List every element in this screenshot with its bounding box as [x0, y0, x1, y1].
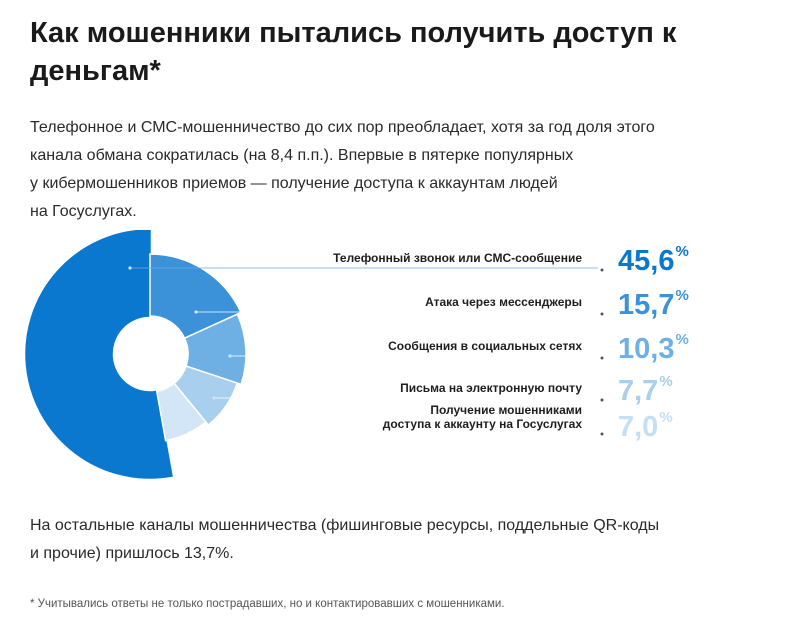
- donut-slice: [173, 365, 239, 427]
- leader-dot-inner: [184, 430, 188, 434]
- category-label: Получение мошенниками: [430, 403, 582, 417]
- category-label: доступа к аккаунту на Госуслугах: [383, 417, 583, 431]
- leader-dot-inner: [212, 396, 216, 400]
- footnote: * Учитывались ответы не только пострадав…: [30, 598, 505, 610]
- donut-slice: [183, 313, 247, 386]
- value-label: 7,7: [618, 375, 658, 407]
- intro-paragraph: Телефонное и СМС-мошенничество до сих по…: [30, 114, 750, 226]
- value-label: 7,0: [618, 411, 658, 443]
- category-label: Телефонный звонок или СМС-сообщение: [333, 251, 582, 265]
- leader-dot: [600, 432, 604, 436]
- value-unit: %: [675, 287, 688, 304]
- intro-line: у кибермошенников приемов — получение до…: [30, 175, 558, 192]
- category-label: Атака через мессенджеры: [425, 295, 582, 309]
- intro-line: на Госуслугах.: [30, 203, 137, 220]
- value-label: 45,6: [618, 245, 674, 277]
- leader-dot: [600, 268, 604, 272]
- value-unit: %: [675, 331, 688, 348]
- donut-slices: [25, 230, 247, 479]
- value-labels: 45,6 %15,7 %10,3 %7,7 %7,0%: [618, 243, 689, 443]
- value-unit: %: [659, 373, 672, 390]
- outro-paragraph: На остальные каналы мошенничества (фишин…: [30, 512, 770, 568]
- leader-dot: [600, 312, 604, 316]
- donut-slice: [155, 382, 207, 442]
- donut-slice: [149, 253, 242, 340]
- donut-chart: Телефонный звонок или СМС-сообщение Атака…: [25, 230, 689, 479]
- leader-dot-inner: [128, 266, 132, 270]
- outro-line: На остальные каналы мошенничества (фишин…: [30, 517, 660, 534]
- value-label: 15,7: [618, 289, 674, 321]
- donut-slice: [25, 230, 173, 479]
- leader-dot-inner: [194, 310, 198, 314]
- leader-lines: [128, 266, 604, 436]
- value-unit: %: [675, 243, 688, 260]
- page-title: Как мошенники пытались получить доступ к…: [30, 14, 750, 90]
- intro-line: канала обмана сократилась (на 8,4 п.п.).…: [30, 147, 574, 164]
- title-line: Как мошенники пытались получить доступ к: [30, 17, 677, 49]
- leader-dot: [600, 398, 604, 402]
- leader-dot-inner: [228, 354, 232, 358]
- value-unit: %: [659, 409, 672, 426]
- category-label: Письма на электронную почту: [400, 381, 582, 395]
- title-line: деньгам*: [30, 55, 161, 87]
- category-labels: Телефонный звонок или СМС-сообщение Атака…: [333, 251, 582, 431]
- outro-line: и прочие) пришлось 13,7%.: [30, 545, 234, 562]
- category-label: Сообщения в социальных сетях: [388, 339, 582, 353]
- intro-line: Телефонное и СМС-мошенничество до сих по…: [30, 119, 655, 136]
- leader-dot: [600, 356, 604, 360]
- value-label: 10,3: [618, 333, 674, 365]
